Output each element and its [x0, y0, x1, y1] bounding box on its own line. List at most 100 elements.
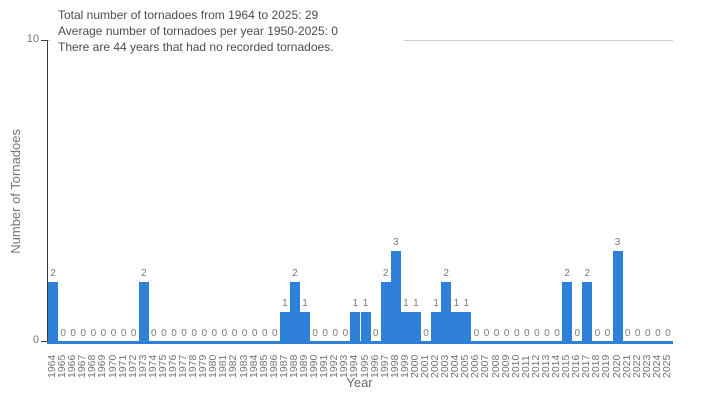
- bar-value-label-1966: 0: [70, 328, 76, 339]
- bar-value-label-1988: 2: [292, 267, 298, 279]
- bar-value-label-1974: 0: [151, 328, 157, 339]
- x-tick-1982: 1982: [227, 346, 240, 378]
- bar-value-label-2023: 0: [645, 328, 651, 339]
- bar-2005: [461, 311, 472, 342]
- y-tick-label-0: 0: [32, 334, 39, 346]
- bar-2015: [562, 281, 573, 342]
- bar-value-label-1994: 1: [352, 297, 359, 309]
- bar-value-label-2004: 1: [453, 297, 460, 309]
- bar-2004: [451, 311, 462, 342]
- bar-value-label-1964: 2: [50, 267, 56, 279]
- x-tick-labels: 1964 1965 1966 1967 1968 1969 1970 1971 1972 1973…: [46, 346, 673, 378]
- bar-value-label-1987: 1: [282, 297, 288, 309]
- bar-2003: [441, 281, 452, 342]
- bar-value-label-1983: 0: [241, 328, 248, 339]
- bar-1973: [138, 281, 149, 342]
- bar-value-label-1984: 0: [251, 328, 258, 339]
- bar-value-label-1986: 0: [272, 328, 278, 339]
- bar-value-label-1981: 0: [221, 328, 228, 339]
- bar-value-label-1970: 0: [110, 328, 117, 339]
- x-tick-2019: 2019: [600, 346, 613, 378]
- bar-value-label-1967: 0: [80, 328, 87, 339]
- x-tick-text-1982: 1982: [227, 354, 240, 378]
- bar-value-label-2018: 0: [594, 328, 601, 339]
- x-axis-baseline: [47, 341, 673, 344]
- bar-value-label-1997: 2: [382, 267, 389, 279]
- y-tick-label-10: 10: [26, 33, 39, 45]
- annotation-line-total: Total number of tornadoes from 1964 to 2…: [58, 8, 319, 22]
- bar-value-label-1996: 0: [372, 328, 379, 339]
- y-tick-mark-0: [41, 341, 47, 342]
- bar-value-label-2000: 1: [413, 297, 419, 309]
- x-tick-text-2019: 2019: [600, 354, 613, 378]
- x-axis-title: Year: [346, 375, 373, 390]
- bar-2000: [410, 311, 421, 342]
- bar-value-label-1982: 0: [231, 328, 238, 339]
- x-tick-text-1994: 1994: [348, 354, 361, 378]
- bar-value-label-1980: 0: [211, 328, 218, 339]
- bar-value-label-1965: 0: [60, 328, 66, 339]
- bar-value-label-1995: 1: [362, 297, 369, 309]
- bar-value-label-2021: 0: [624, 328, 631, 339]
- bar-value-label-2020: 3: [614, 237, 621, 249]
- bar-value-label-2007: 0: [483, 328, 490, 339]
- bar-value-label-1993: 0: [342, 328, 349, 339]
- bar-1995: [360, 311, 371, 342]
- bar-1988: [289, 281, 300, 342]
- bar-value-label-1989: 1: [302, 297, 308, 309]
- bar-value-label-2002: 1: [433, 297, 439, 309]
- bar-value-label-2010: 0: [513, 328, 520, 339]
- x-tick-2025: 2025: [660, 346, 673, 378]
- bar-1997: [380, 281, 391, 342]
- bar-2002: [431, 311, 442, 342]
- bar-value-label-1973: 2: [140, 267, 147, 279]
- bar-value-label-2001: 0: [423, 328, 429, 339]
- x-tick-text-2025: 2025: [660, 354, 673, 378]
- x-tick-1969: 1969: [96, 346, 109, 378]
- bar-value-label-2015: 2: [564, 267, 570, 279]
- bar-value-label-1969: 0: [100, 328, 107, 339]
- bar-value-label-2009: 0: [503, 328, 510, 339]
- bar-value-label-2003: 2: [443, 267, 449, 279]
- bar-value-label-1979: 0: [201, 328, 208, 339]
- bar-value-label-2024: 0: [655, 328, 661, 339]
- bar-value-label-1971: 0: [120, 328, 127, 339]
- bar-1999: [400, 311, 411, 342]
- bar-value-label-2008: 0: [493, 328, 500, 339]
- y-tick-mark-10: [41, 40, 47, 41]
- bar-value-label-1991: 0: [322, 328, 328, 339]
- y-axis-title-text: Number of Tornadoes: [7, 128, 23, 254]
- x-tick-text-1969: 1969: [96, 354, 109, 378]
- x-tick-1994: 1994: [348, 346, 361, 378]
- bar-2020: [612, 251, 623, 342]
- annotation-line-zero-years: There are 44 years that had no recorded …: [58, 40, 334, 54]
- annotation-line-average: Average number of tornadoes per year 195…: [58, 24, 338, 38]
- bar-value-label-2025: 0: [665, 328, 671, 339]
- chart-annotation: Total number of tornadoes from 1964 to 2…: [50, 2, 404, 61]
- y-axis-title: Number of Tornadoes: [6, 40, 24, 342]
- bar-1994: [350, 311, 361, 342]
- bar-value-label-2016: 0: [574, 328, 580, 339]
- bar-value-label-1978: 0: [191, 328, 197, 339]
- bar-value-label-1968: 0: [90, 328, 97, 339]
- x-tick-text-1970: 1970: [106, 354, 119, 378]
- bar-1989: [300, 311, 311, 342]
- x-tick-text-2007: 2007: [479, 354, 492, 378]
- bar-1998: [390, 251, 401, 342]
- bar-value-label-2014: 0: [554, 328, 560, 339]
- bar-value-label-1977: 0: [181, 328, 187, 339]
- bar-value-label-1990: 0: [312, 328, 318, 339]
- bar-value-label-1998: 3: [392, 237, 399, 249]
- bar-value-label-1985: 0: [261, 328, 268, 339]
- bar-value-label-2012: 0: [534, 328, 540, 339]
- bar-value-label-1975: 0: [161, 328, 167, 339]
- bar-value-label-1999: 1: [403, 297, 409, 309]
- bar-value-label-2005: 1: [463, 297, 470, 309]
- bar-value-label-2017: 2: [584, 267, 591, 279]
- bar-2017: [582, 281, 593, 342]
- bar-1964: [48, 281, 59, 342]
- bar-value-label-1976: 0: [171, 328, 177, 339]
- bar-value-label-1992: 0: [332, 328, 339, 339]
